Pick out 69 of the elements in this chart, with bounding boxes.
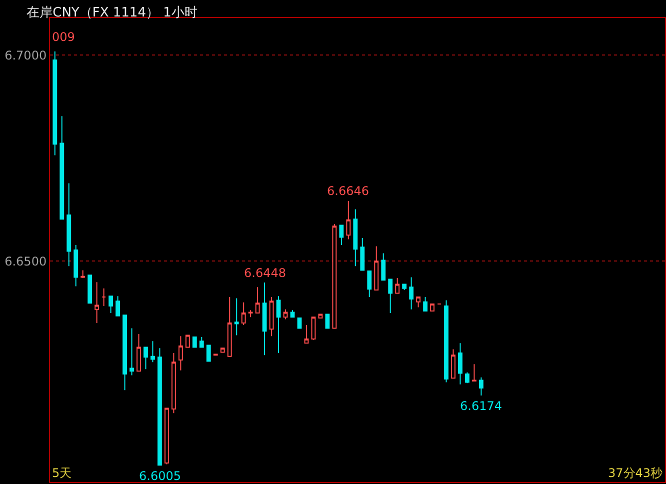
candlestick [388,278,393,314]
candlestick [290,310,295,318]
candlestick [262,282,267,356]
candlestick [311,316,316,340]
candlestick [88,274,92,304]
text: 37分43秒 [608,466,663,480]
candlestick [136,334,141,372]
candlestick [304,324,309,344]
candlestick [339,224,344,246]
candlestick [80,270,86,279]
candlestick [171,352,176,414]
candlestick [360,238,365,271]
candlestick [52,50,58,156]
candlestick [164,408,169,465]
candlestick [465,372,470,384]
candlestick [94,282,100,324]
candlestick [158,348,162,466]
candlestick [423,296,428,312]
candlestick [374,246,379,290]
candlestick [206,344,211,362]
annotation: 009 [52,30,75,44]
candlestick [192,336,197,348]
candlestick [122,314,127,391]
annotation: 5天 [52,466,72,480]
candlestick [144,346,148,370]
annotation: 6.6174 [460,399,502,413]
candlestick [66,182,72,267]
annotation: 6.6646 [327,184,369,198]
candlestick [185,334,190,348]
candlestick [234,298,239,336]
candlestick [102,288,106,307]
candlestick [60,116,64,220]
candlestick [444,300,448,383]
candlestick [451,348,456,379]
candlestick [430,303,434,312]
candlestick [220,348,225,353]
candlestick [241,302,246,326]
annotation: 6.6005 [139,469,181,483]
candlestick [332,224,337,329]
chart-title: 在岸CNY（FX 1114） 1小时 [26,5,198,20]
candlestick [402,284,407,290]
candlestick [478,376,484,396]
candlestick [178,336,183,371]
candlestick [283,308,288,320]
y-tick-label: 6.6500 [4,254,47,268]
candlestick [416,296,421,308]
candlestick [346,200,351,240]
candlestick [297,317,302,329]
candlestick [353,208,358,267]
candlestick [248,310,253,318]
candlestick [381,252,386,281]
candlestick [325,314,330,329]
candlestick [255,286,260,314]
candlestick [269,296,274,337]
candlestick [367,270,372,298]
candlestick [472,364,476,382]
candlestick [116,296,120,316]
candlestick [74,244,78,287]
candlestick [276,296,281,354]
candlestick [395,278,400,294]
candlestick [227,296,232,357]
candlestick [199,336,204,348]
candlestick [150,340,155,363]
candlestick [458,342,462,385]
candlestick [130,328,134,376]
candlestick [108,296,114,314]
annotation: 6.6448 [244,266,286,280]
y-tick-label: 6.7000 [4,48,47,62]
candlestick [409,276,414,310]
